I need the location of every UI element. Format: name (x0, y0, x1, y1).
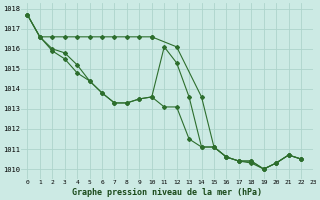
X-axis label: Graphe pression niveau de la mer (hPa): Graphe pression niveau de la mer (hPa) (72, 188, 262, 197)
